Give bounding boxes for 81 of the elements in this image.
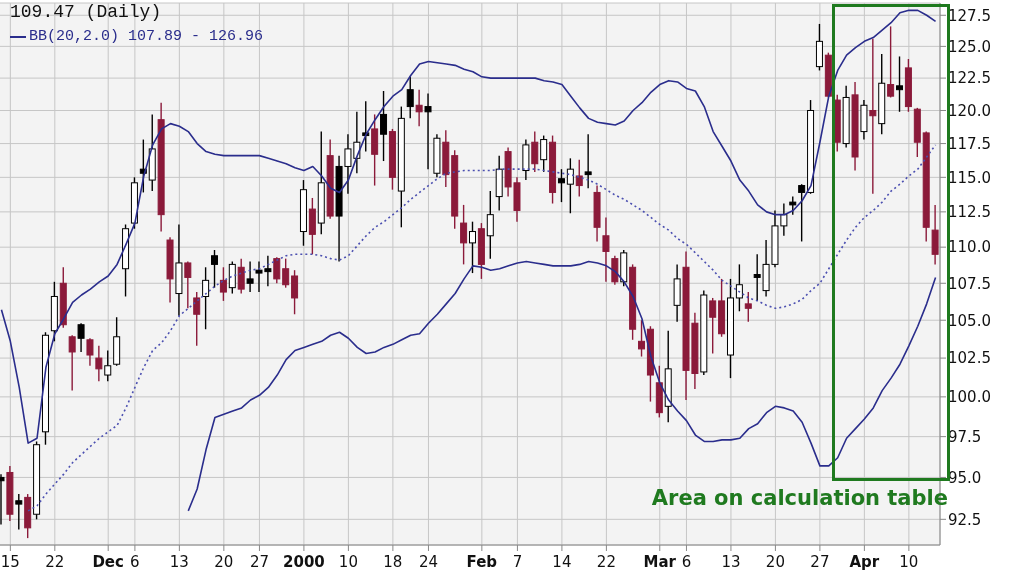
x-tick-label: 13 — [169, 553, 189, 571]
x-tick-label: 10 — [338, 553, 358, 571]
x-tick-label: 7 — [512, 553, 523, 571]
candlestick — [95, 345, 103, 382]
y-tick-label: 125.0 — [948, 37, 991, 56]
candlestick — [584, 133, 592, 190]
candlestick — [237, 257, 245, 295]
y-tick-label: 105.0 — [948, 311, 991, 330]
y-tick-label: 95.0 — [948, 468, 982, 487]
y-tick-label: 92.5 — [948, 510, 982, 529]
candlestick — [291, 269, 299, 315]
x-tick-label: 6 — [681, 553, 692, 571]
x-tick-label: Apr — [849, 553, 880, 571]
x-tick-label: 13 — [721, 553, 741, 571]
x-tick-label: 20 — [765, 553, 785, 571]
candlestick — [380, 90, 388, 162]
candlestick — [735, 263, 743, 312]
x-tick-label: Dec — [92, 553, 124, 571]
y-tick-label: 112.5 — [948, 203, 991, 222]
y-tick-label: 102.5 — [948, 349, 991, 368]
legend-label: BB(20,2.0) 107.89 - 126.96 — [29, 28, 264, 45]
x-tick-label: 20 — [214, 553, 234, 571]
x-tick-label: 24 — [418, 553, 439, 571]
candlestick — [415, 88, 423, 127]
candlestick — [798, 183, 806, 243]
candlestick — [557, 168, 565, 203]
y-tick-label: 107.5 — [948, 274, 991, 293]
candlestick — [540, 134, 548, 173]
candlestick — [460, 204, 468, 266]
candlestick — [469, 220, 476, 274]
candlestick — [77, 322, 85, 353]
y-tick-label: 122.5 — [948, 69, 991, 88]
candlestick — [869, 38, 877, 195]
x-tick-label: 2000 — [283, 553, 325, 571]
y-tick-label: 117.5 — [948, 134, 991, 153]
candlestick — [566, 157, 574, 214]
candlestick — [887, 25, 895, 99]
candlestick — [104, 349, 112, 382]
candlestick — [789, 195, 797, 216]
chart-title: 109.47 (Daily) — [10, 2, 162, 22]
x-tick-label: 6 — [130, 553, 140, 571]
x-tick-label: 18 — [383, 553, 403, 571]
candlestick — [246, 260, 254, 293]
candlestick — [202, 266, 210, 330]
candlestick — [228, 260, 236, 295]
x-tick-label: 27 — [249, 553, 269, 571]
candlestick — [602, 216, 610, 283]
candlestick — [531, 130, 539, 173]
y-tick-label: 120.0 — [948, 101, 991, 120]
candlestick — [611, 255, 619, 286]
candlestick — [219, 266, 227, 302]
x-tick-label: 10 — [899, 553, 919, 571]
x-tick-label: 14 — [552, 553, 572, 571]
candlestick — [282, 257, 290, 289]
candlestick — [406, 76, 414, 120]
x-tick-label: 15 — [0, 553, 20, 571]
y-tick-label: 127.5 — [948, 6, 991, 25]
x-tick-label: 22 — [596, 553, 616, 571]
candlestick — [896, 55, 904, 113]
candlestick — [15, 493, 23, 531]
annotation: Area on calculation table — [651, 486, 948, 510]
candlestick — [86, 337, 94, 367]
x-tick-label: 22 — [45, 553, 65, 571]
candlestick — [709, 297, 717, 355]
candlestick — [486, 190, 494, 260]
candlestick — [575, 158, 583, 198]
y-tick-label: 115.0 — [948, 168, 991, 187]
x-tick-label: Mar — [643, 553, 677, 571]
x-tick-label: Feb — [466, 553, 498, 571]
y-tick-label: 97.5 — [948, 427, 982, 446]
candlestick — [68, 334, 76, 392]
candlestick — [273, 256, 281, 284]
candlestick — [193, 291, 201, 347]
y-tick-label: 100.0 — [948, 388, 991, 407]
y-tick-label: 110.0 — [948, 238, 991, 257]
candlestick — [211, 249, 219, 289]
candlestick — [184, 260, 192, 310]
candlestick — [744, 291, 752, 323]
candlestick — [638, 319, 646, 358]
x-tick-label: 27 — [810, 553, 830, 571]
candlestick — [424, 92, 432, 170]
